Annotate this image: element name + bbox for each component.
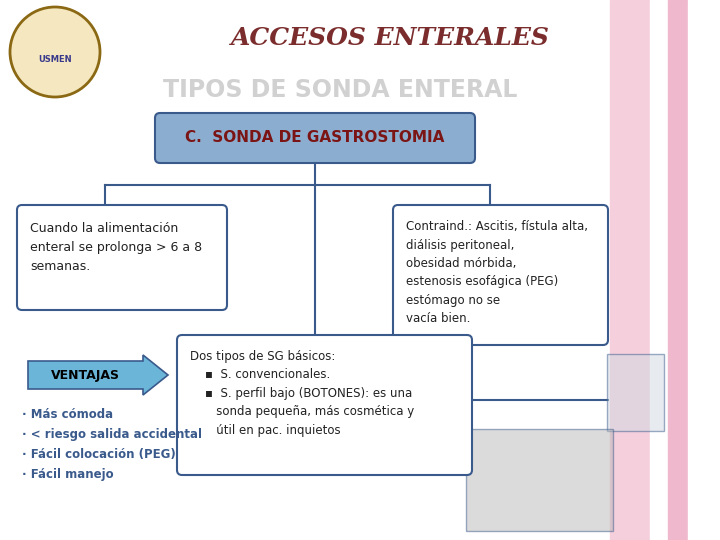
Bar	[650, 0, 668, 540]
Bar	[610, 0, 720, 540]
FancyBboxPatch shape	[155, 113, 475, 163]
Text: Cuando la alimentación
enteral se prolonga > 6 a 8
semanas.: Cuando la alimentación enteral se prolon…	[30, 222, 202, 273]
FancyBboxPatch shape	[17, 205, 227, 310]
FancyBboxPatch shape	[466, 429, 613, 531]
FancyBboxPatch shape	[607, 354, 664, 431]
Circle shape	[10, 7, 100, 97]
Bar	[668, 0, 688, 540]
Text: ACCESOS ENTERALES: ACCESOS ENTERALES	[230, 26, 549, 50]
Text: C.  SONDA DE GASTROSTOMIA: C. SONDA DE GASTROSTOMIA	[185, 131, 445, 145]
Text: · Más cómoda
· < riesgo salida accidental
· Fácil colocación (PEG)
· Fácil manej: · Más cómoda · < riesgo salida accidenta…	[22, 408, 202, 481]
Text: USMEN: USMEN	[38, 56, 72, 64]
Text: Dos tipos de SG básicos:
    ▪  S. convencionales.
    ▪  S. perfil bajo (BOTONE: Dos tipos de SG básicos: ▪ S. convencion…	[190, 350, 414, 437]
FancyArrow shape	[28, 355, 168, 395]
Text: Contraind.: Ascitis, fístula alta,
diálisis peritoneal,
obesidad mórbida,
esteno: Contraind.: Ascitis, fístula alta, diáli…	[406, 220, 588, 326]
FancyBboxPatch shape	[393, 205, 608, 345]
Text: TIPOS DE SONDA ENTERAL: TIPOS DE SONDA ENTERAL	[163, 78, 517, 102]
Bar	[688, 0, 720, 540]
FancyBboxPatch shape	[177, 335, 472, 475]
Text: VENTAJAS: VENTAJAS	[50, 368, 120, 381]
